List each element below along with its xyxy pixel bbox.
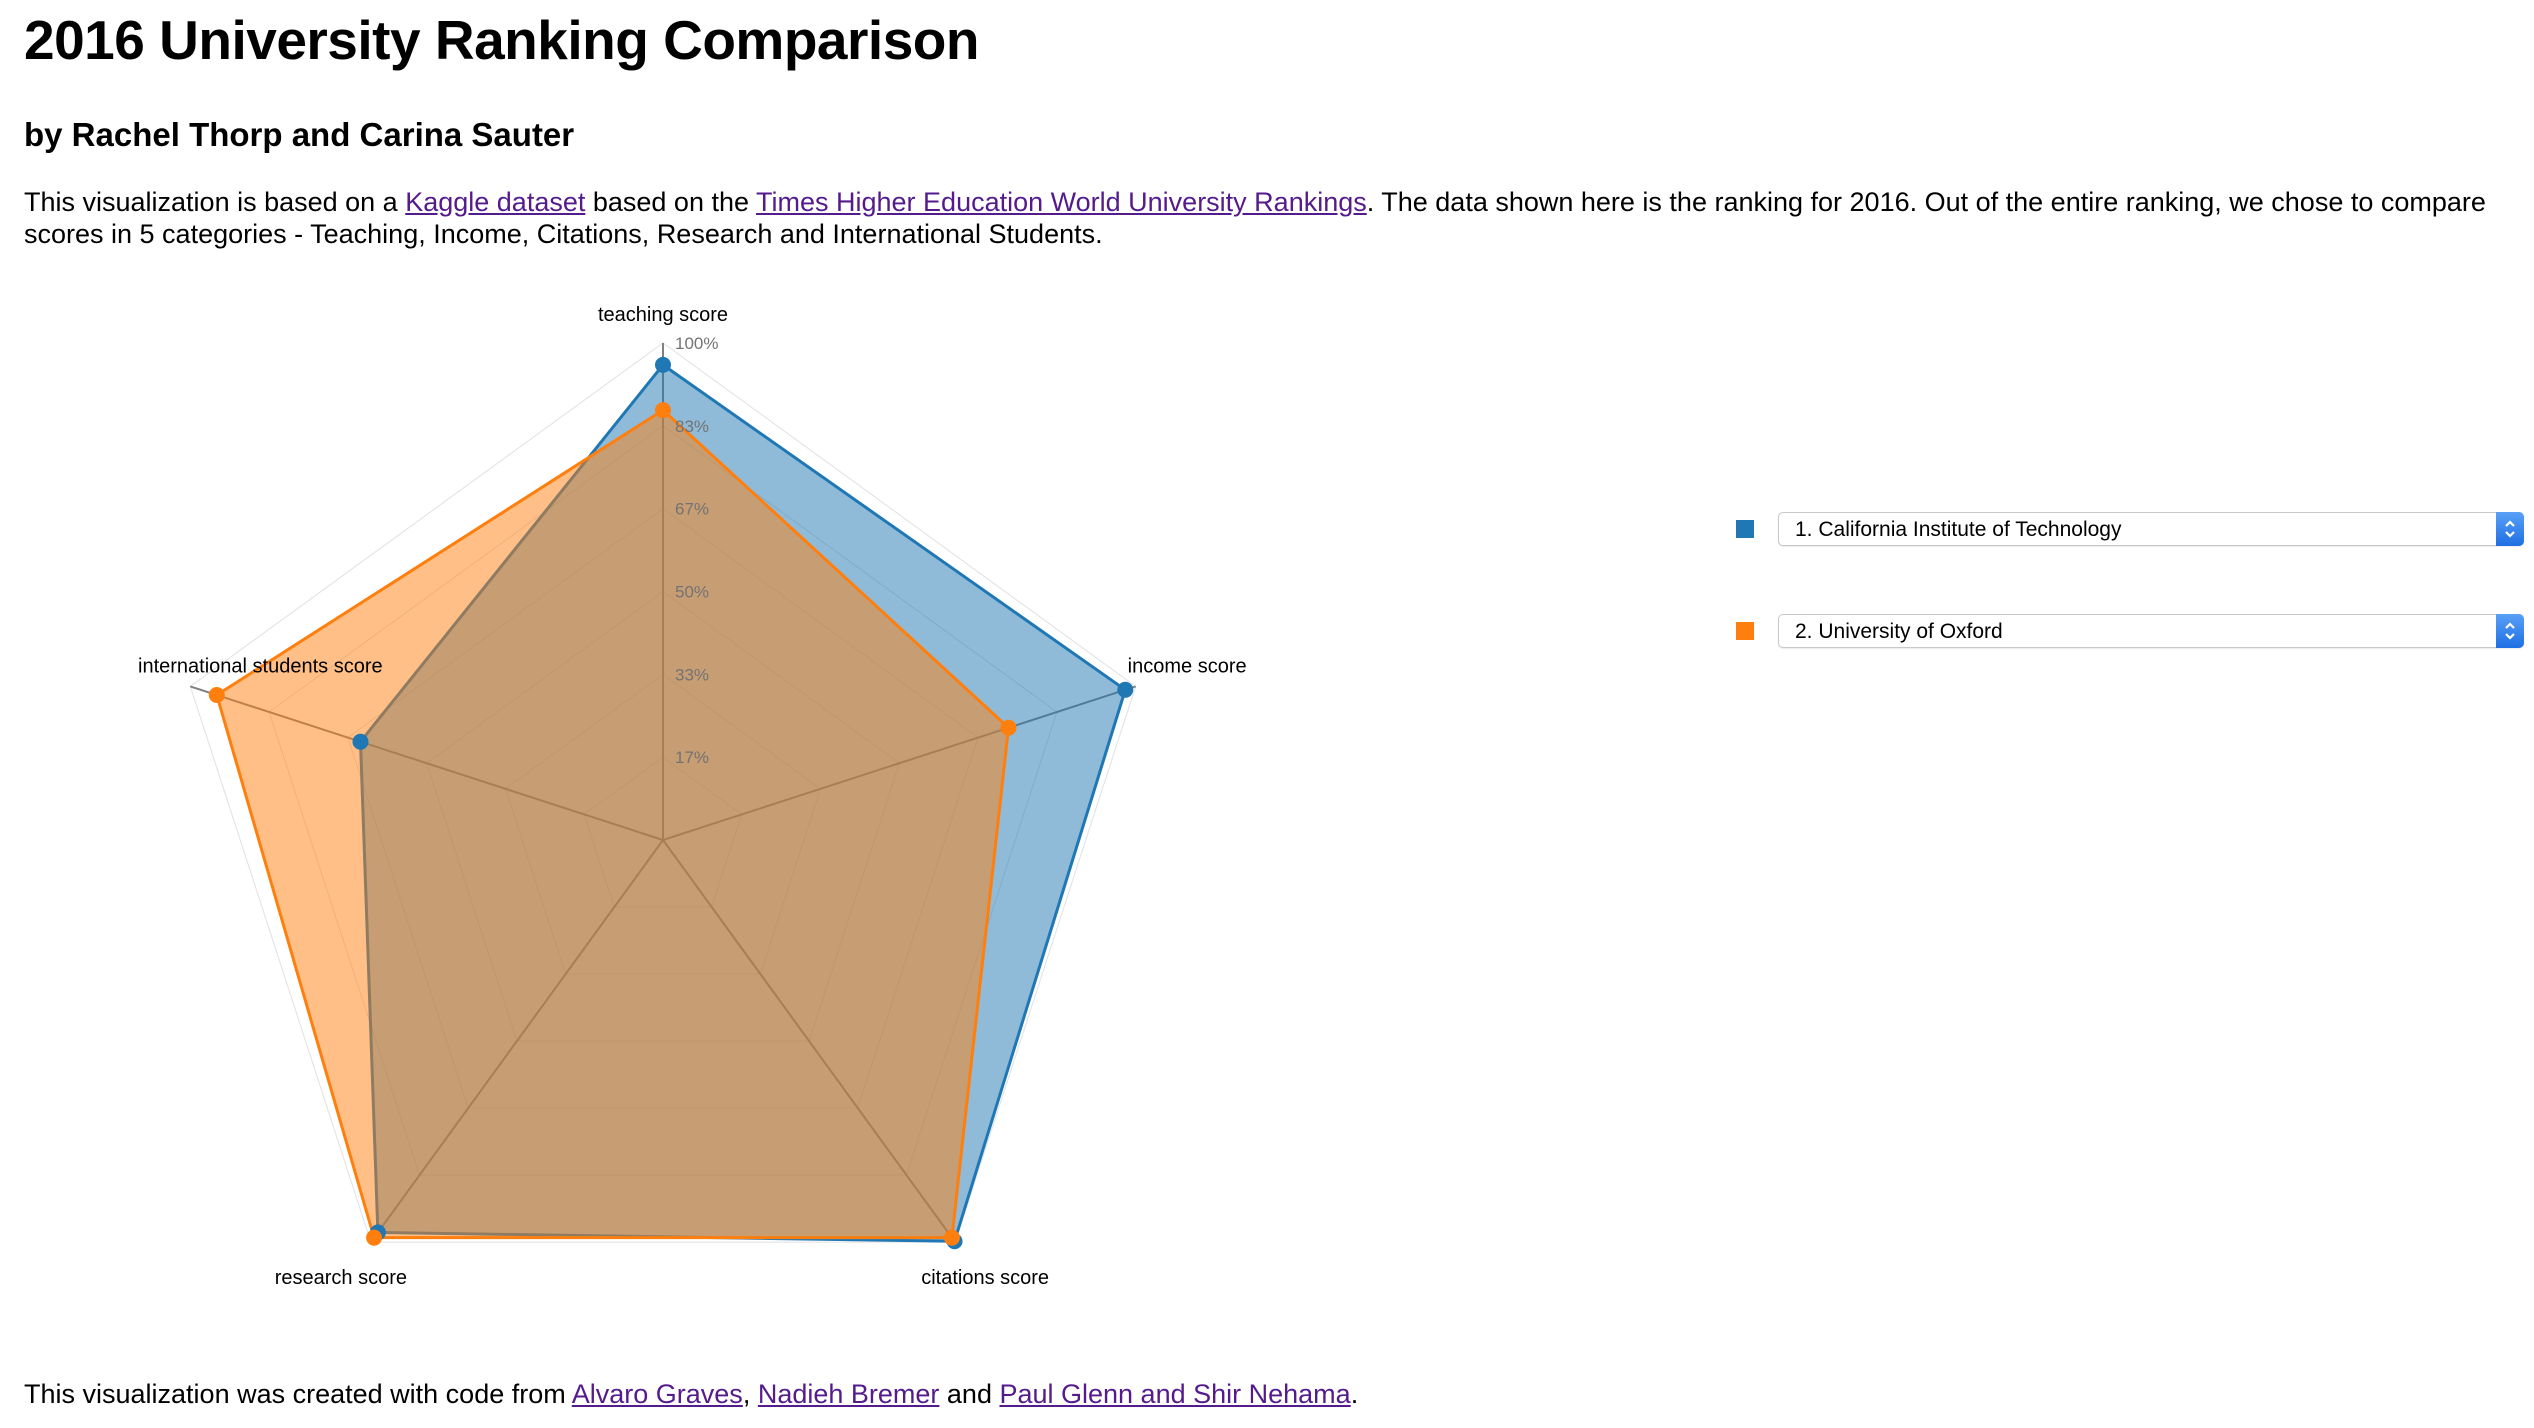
footer-sep-2: and (939, 1379, 1000, 1409)
intro-paragraph: This visualization is based on a Kaggle … (24, 186, 2504, 250)
tick-label-6: 100% (675, 334, 718, 353)
radar-chart: 17% 33% 50% 67% 83% 100% teaching score income … (138, 304, 1247, 1289)
tick-label-3: 50% (675, 583, 709, 602)
series-2-point-3[interactable] (943, 1229, 960, 1246)
axis-label-5: international students score (138, 655, 383, 677)
series-1-point-1[interactable] (655, 356, 671, 373)
tick-label-4: 67% (675, 500, 709, 519)
axis-label-1: teaching score (598, 304, 728, 326)
footer-credits: This visualization was created with code… (24, 1378, 1358, 1410)
chevron-updown-icon[interactable] (2496, 614, 2524, 648)
axis-label-4: research score (275, 1267, 407, 1289)
series-area-2 (215, 408, 1011, 1240)
page-subtitle: by Rachel Thorp and Carina Sauter (24, 116, 575, 153)
times-rankings-link[interactable]: Times Higher Education World University … (756, 187, 1367, 217)
chevron-updown-icon[interactable] (2496, 512, 2524, 546)
series-1-point-5[interactable] (352, 733, 369, 750)
glenn-nehama-link[interactable]: Paul Glenn and Shir Nehama (999, 1379, 1351, 1409)
tick-label-1: 17% (675, 748, 709, 767)
legend-swatch-2 (1736, 622, 1754, 640)
page-title: 2016 University Ranking Comparison (24, 9, 979, 71)
footer-sep-1: , (742, 1379, 758, 1409)
footer-end: . (1350, 1379, 1359, 1409)
university-select-2-value: 2. University of Oxford (1795, 620, 2003, 643)
grid-level-6 (189, 342, 1137, 1243)
series-2-point-4[interactable] (366, 1229, 383, 1246)
axis-label-2: income score (1128, 655, 1247, 677)
university-select-1-value: 1. California Institute of Technology (1795, 518, 2122, 541)
series-1-point-2[interactable] (1117, 681, 1134, 698)
legend-swatch-1 (1736, 520, 1754, 538)
tick-label-5: 83% (675, 417, 709, 436)
series-2-point-5[interactable] (208, 687, 225, 704)
kaggle-dataset-link[interactable]: Kaggle dataset (405, 187, 586, 217)
tick-label-2: 33% (675, 665, 709, 684)
university-select-2[interactable]: 2. University of Oxford (1778, 614, 2524, 648)
radar-series (208, 356, 1134, 1250)
axis-label-3: citations score (921, 1267, 1049, 1289)
series-2-point-1[interactable] (655, 402, 671, 419)
footer-text: This visualization was created with code… (24, 1379, 572, 1409)
intro-text-1: This visualization is based on a (24, 187, 406, 217)
university-select-1[interactable]: 1. California Institute of Technology (1778, 512, 2524, 546)
alvaro-graves-link[interactable]: Alvaro Graves (571, 1379, 743, 1409)
series-2-point-2[interactable] (1000, 719, 1017, 736)
intro-text-2: based on the (585, 187, 757, 217)
nadieh-bremer-link[interactable]: Nadieh Bremer (757, 1379, 940, 1409)
intro-text-3: . The data shown here is the ranking for… (24, 187, 2486, 249)
radar-labels: 17% 33% 50% 67% 83% 100% teaching score income … (138, 304, 1247, 1289)
